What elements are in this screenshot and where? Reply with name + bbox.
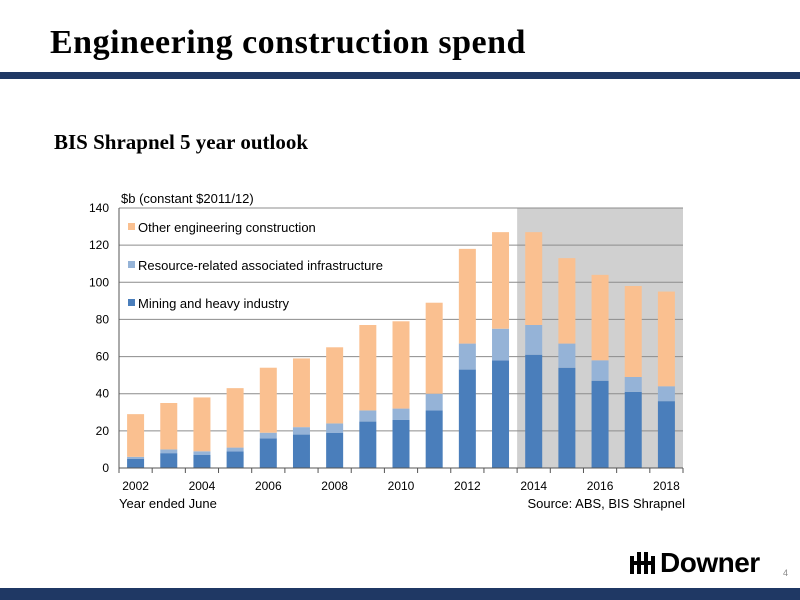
- mining-bar: [591, 380, 609, 468]
- page-number: 4: [783, 568, 789, 578]
- y-tick-label: 140: [89, 201, 109, 215]
- x-tick-label: 2006: [255, 479, 282, 493]
- resource-bar: [657, 386, 675, 402]
- mining-bar: [292, 434, 310, 468]
- other-bar: [525, 232, 543, 325]
- resource-bar: [425, 393, 443, 411]
- mining-bar: [259, 438, 277, 468]
- resource-bar: [160, 449, 178, 454]
- mining-bar: [458, 369, 476, 468]
- other-bar: [259, 367, 277, 433]
- x-tick-label: 2004: [189, 479, 216, 493]
- other-bar: [292, 358, 310, 428]
- x-tick-label: 2002: [122, 479, 149, 493]
- other-bar: [492, 232, 510, 329]
- y-tick-label: 100: [89, 275, 109, 289]
- other-bar: [657, 291, 675, 387]
- other-bar: [392, 321, 410, 409]
- x-tick-label: 2010: [388, 479, 415, 493]
- mining-bar: [657, 401, 675, 468]
- page-title: Engineering construction spend: [50, 24, 526, 61]
- resource-bar: [127, 456, 145, 459]
- mining-bar: [624, 391, 642, 468]
- x-tick-label: 2008: [321, 479, 348, 493]
- other-bar: [558, 258, 576, 344]
- legend-label: Mining and heavy industry: [138, 296, 290, 311]
- x-tick-label: 2012: [454, 479, 481, 493]
- other-bar: [359, 325, 377, 411]
- x-tick-label: 2014: [520, 479, 547, 493]
- footer-bar: [0, 588, 800, 600]
- legend-label: Other engineering construction: [138, 220, 316, 235]
- resource-bar: [226, 447, 244, 452]
- resource-bar: [292, 427, 310, 435]
- other-bar: [226, 388, 244, 448]
- legend-swatch: [128, 299, 135, 306]
- resource-bar: [492, 328, 510, 361]
- y-tick-label: 20: [96, 424, 110, 438]
- other-bar: [193, 397, 211, 452]
- other-bar: [624, 286, 642, 377]
- x-tick-label: 2016: [587, 479, 614, 493]
- mining-bar: [326, 432, 344, 468]
- mining-bar: [492, 360, 510, 468]
- resource-bar: [193, 451, 211, 455]
- resource-bar: [392, 408, 410, 420]
- other-bar: [160, 403, 178, 450]
- mining-bar: [425, 410, 443, 468]
- logo-text: Downer: [660, 547, 760, 578]
- y-tick-label: 60: [96, 350, 110, 364]
- resource-bar: [458, 343, 476, 370]
- resource-bar: [624, 377, 642, 392]
- mining-bar: [525, 354, 543, 468]
- y-tick-label: 120: [89, 238, 109, 252]
- title-rule: [0, 72, 800, 79]
- legend-label: Resource-related associated infrastructu…: [138, 258, 383, 273]
- y-tick-label: 40: [96, 387, 110, 401]
- resource-bar: [359, 410, 377, 422]
- mining-bar: [392, 419, 410, 468]
- resource-bar: [525, 325, 543, 355]
- x-tick-label: 2018: [653, 479, 680, 493]
- resource-bar: [259, 432, 277, 439]
- source-note: Source: ABS, BIS Shrapnel: [527, 496, 685, 511]
- other-bar: [127, 414, 145, 457]
- other-bar: [458, 248, 476, 344]
- downer-logo: Downer: [630, 547, 760, 579]
- unit-label: $b (constant $2011/12): [121, 191, 254, 206]
- x-axis-label: Year ended June: [119, 496, 217, 511]
- mining-bar: [359, 421, 377, 468]
- mining-bar: [226, 451, 244, 468]
- other-bar: [326, 347, 344, 424]
- resource-bar: [591, 360, 609, 381]
- legend-swatch: [128, 223, 135, 230]
- resource-bar: [558, 343, 576, 368]
- other-bar: [591, 274, 609, 361]
- mining-bar: [127, 458, 145, 468]
- mining-bar: [160, 453, 178, 468]
- page-subtitle: BIS Shrapnel 5 year outlook: [54, 130, 308, 154]
- mining-bar: [558, 367, 576, 468]
- other-bar: [425, 302, 443, 394]
- resource-bar: [326, 423, 344, 433]
- mining-bar: [193, 455, 211, 468]
- legend-swatch: [128, 261, 135, 268]
- y-tick-label: 80: [96, 312, 110, 326]
- y-tick-label: 0: [102, 461, 109, 475]
- downer-logo-icon: [630, 552, 655, 574]
